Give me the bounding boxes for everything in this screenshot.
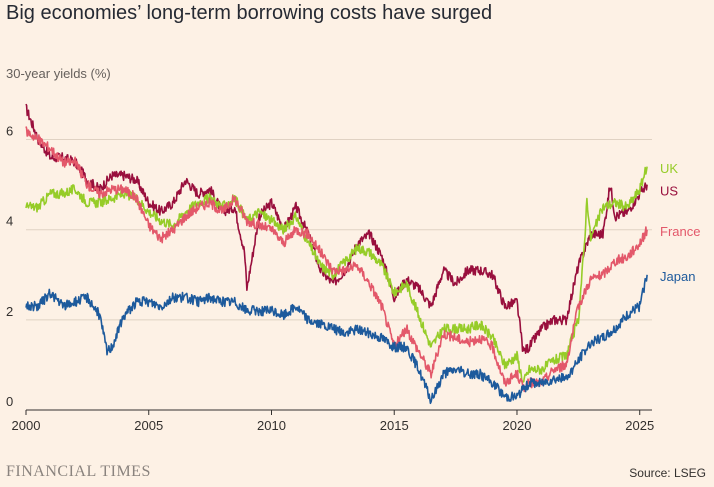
- source-note: Source: LSEG: [629, 466, 706, 480]
- series-lines: [25, 103, 648, 405]
- y-tick-label: 0: [6, 394, 13, 409]
- series-label-france: France: [660, 224, 700, 239]
- series-line-us: [25, 103, 648, 354]
- y-tick-label: 4: [6, 214, 13, 229]
- x-tick-label: 2015: [380, 418, 409, 433]
- x-tick-label: 2005: [134, 418, 163, 433]
- y-axis-label: 30-year yields (%): [6, 66, 111, 81]
- y-tick-label: 6: [6, 124, 13, 139]
- x-tick-label: 2000: [12, 418, 41, 433]
- series-line-japan: [25, 274, 648, 405]
- x-tick-label: 2025: [625, 418, 654, 433]
- ft-logo: FINANCIAL TIMES: [6, 463, 151, 480]
- x-tick-label: 2020: [503, 418, 532, 433]
- x-tick-label: 2010: [257, 418, 286, 433]
- y-tick-label: 2: [6, 304, 13, 319]
- series-line-uk: [25, 166, 648, 384]
- axes: 0 2 4 6 2000 2005 2010 2015 2020 2025: [6, 124, 654, 433]
- series-label-us: US: [660, 183, 678, 198]
- series-label-uk: UK: [660, 161, 678, 176]
- gridlines: [26, 139, 652, 321]
- series-line-france: [25, 126, 648, 393]
- chart-title: Big economies’ long-term borrowing costs…: [6, 2, 493, 24]
- series-labels: US UK France Japan: [660, 161, 700, 284]
- series-label-japan: Japan: [660, 269, 695, 284]
